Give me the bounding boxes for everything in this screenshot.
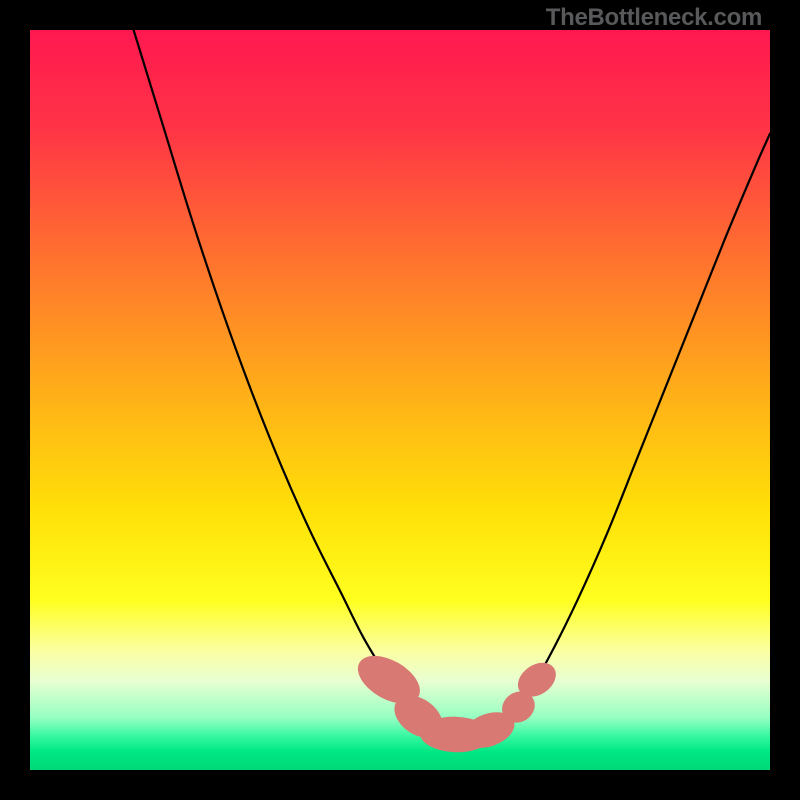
watermark-text: TheBottleneck.com	[546, 4, 762, 32]
plot-area	[30, 30, 770, 770]
gradient-background	[30, 30, 770, 770]
chart-frame: TheBottleneck.com	[0, 0, 800, 800]
